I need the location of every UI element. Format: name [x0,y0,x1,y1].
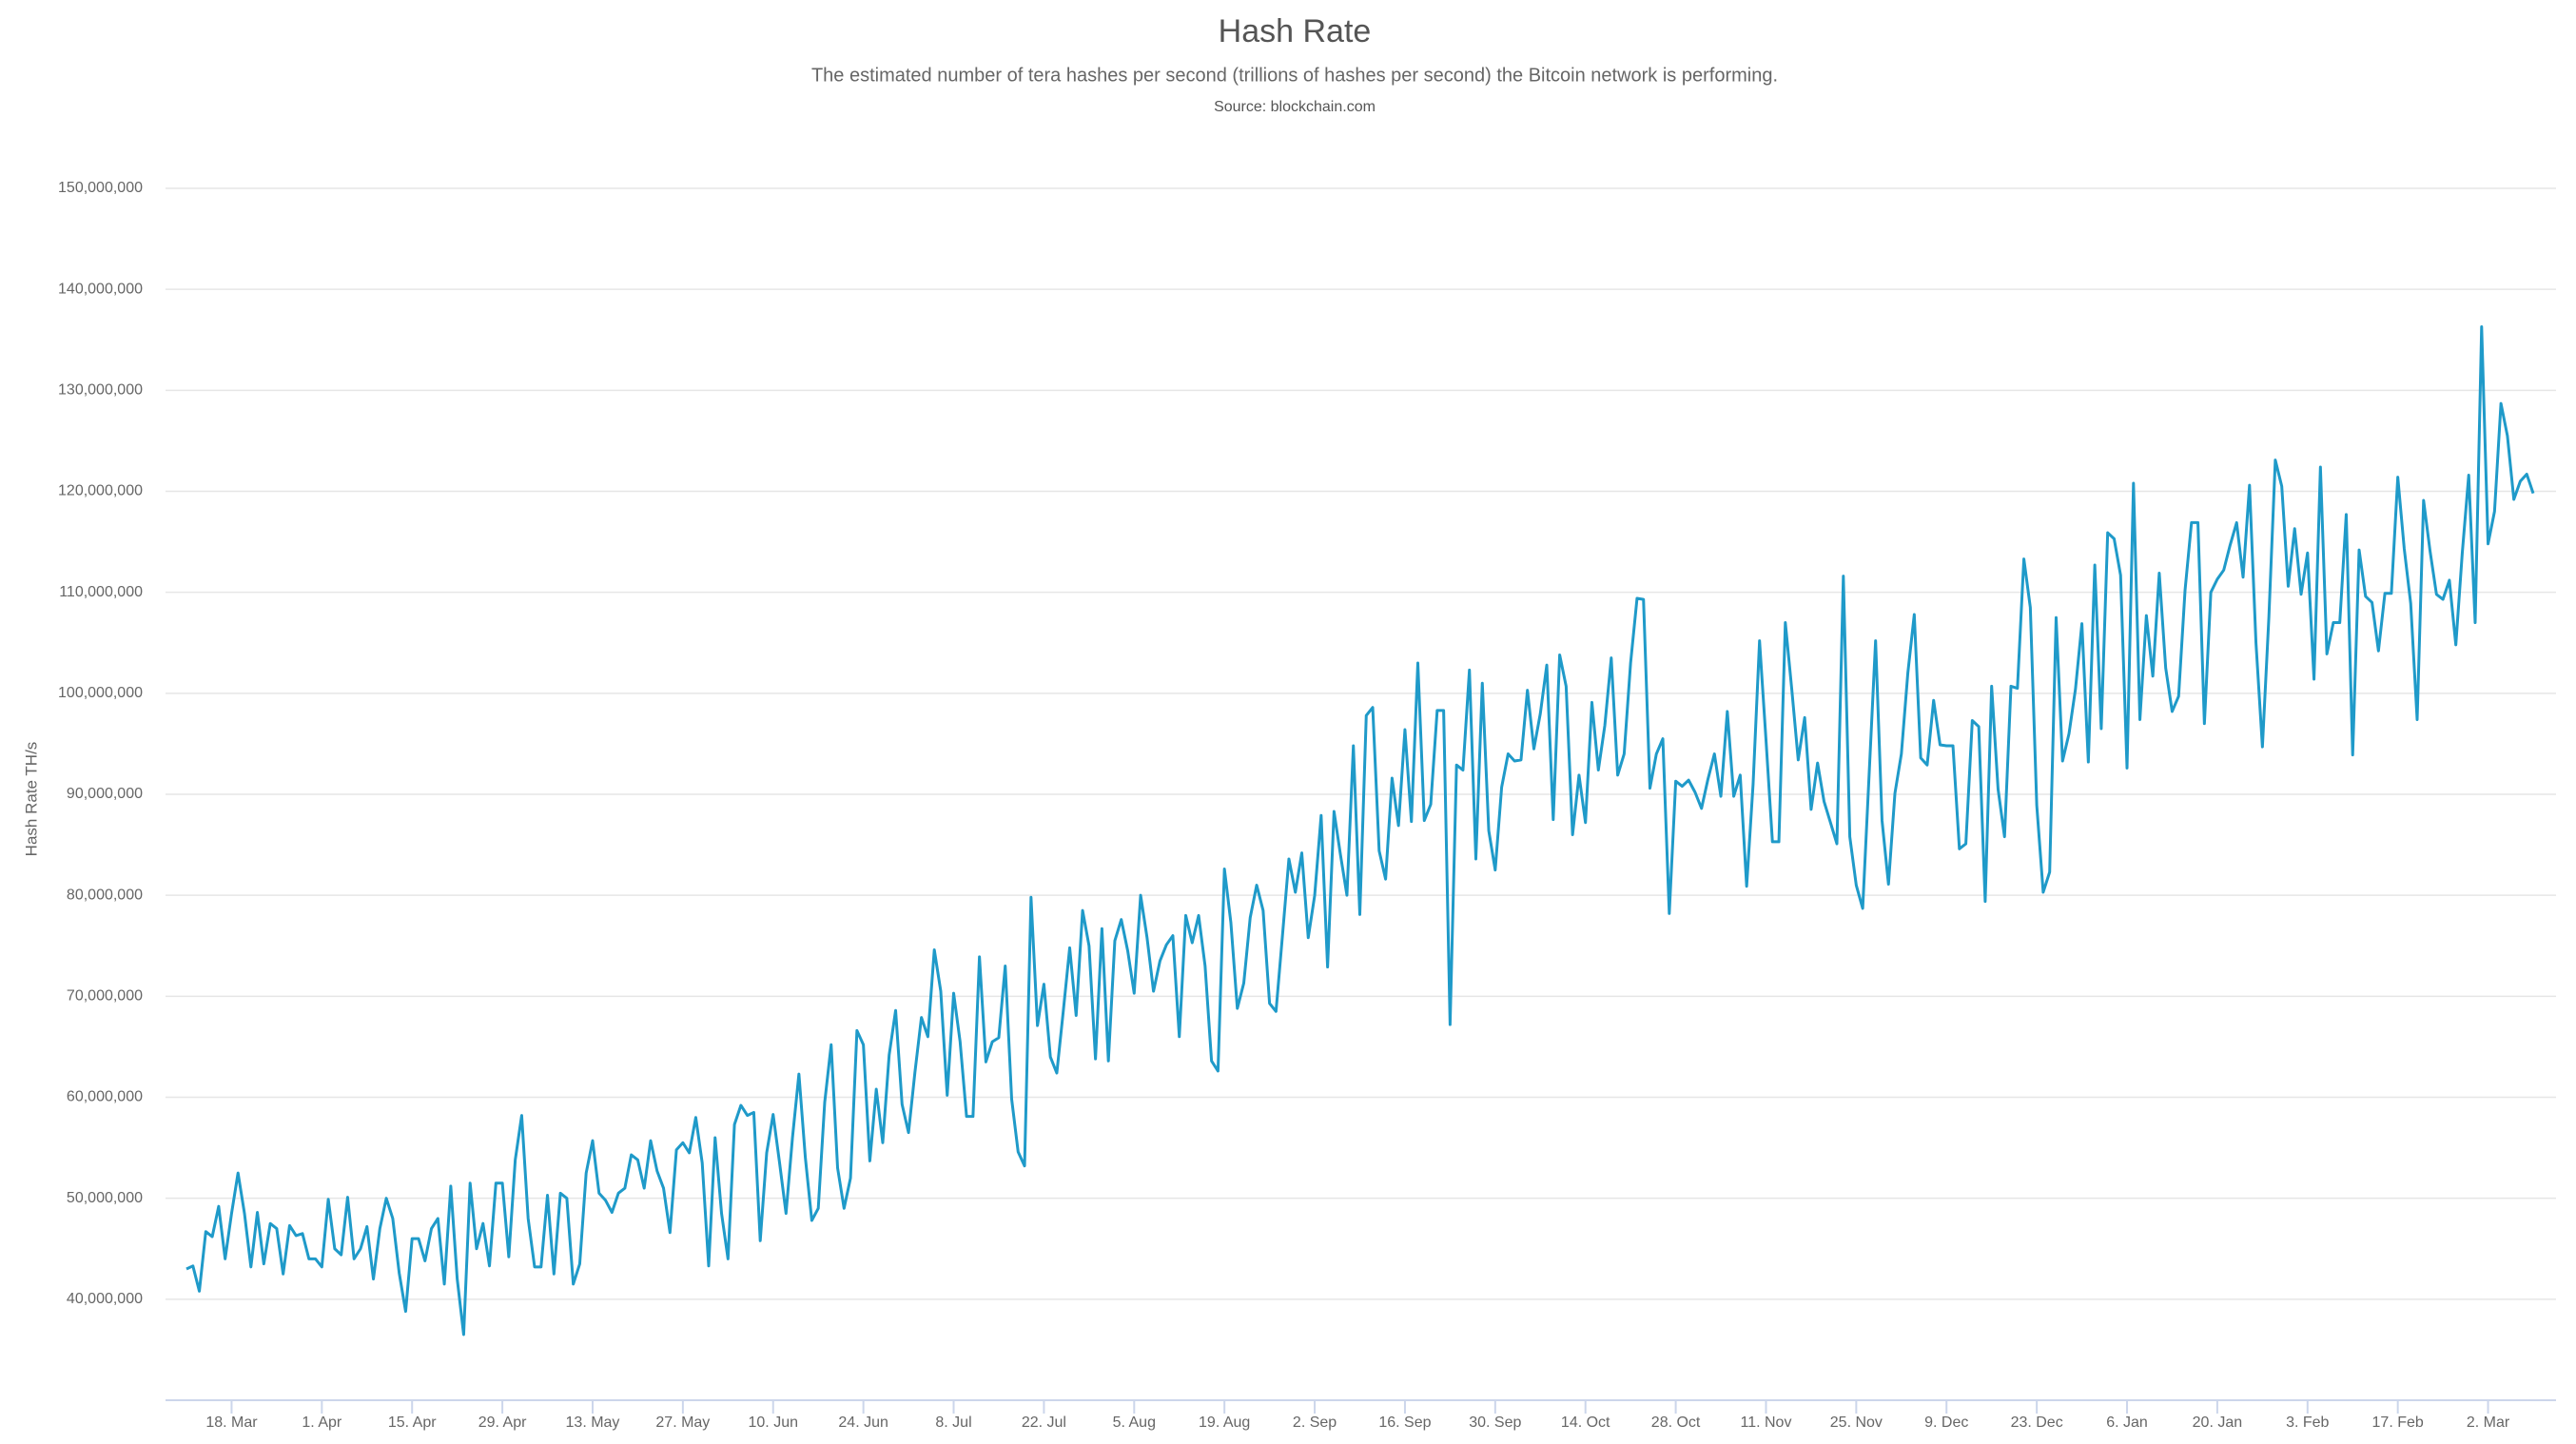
x-tick-label: 14. Oct [1561,1415,1610,1431]
x-tick-label: 2. Mar [2467,1415,2510,1431]
y-tick-label: 50,000,000 [67,1190,143,1206]
data-line [185,324,2535,1337]
chart-source: Source: blockchain.com [1214,99,1376,115]
y-tick-label: 60,000,000 [67,1089,143,1105]
x-tick-label: 6. Jan [2106,1415,2148,1431]
x-tick-label: 10. Jun [749,1415,798,1431]
x-tick-label: 19. Aug [1199,1415,1250,1431]
y-tick-label: 80,000,000 [67,887,143,903]
y-tick-label: 150,000,000 [58,180,143,196]
x-tick-label: 1. Apr [302,1415,342,1431]
y-tick-label: 130,000,000 [58,382,143,399]
x-tick-label: 27. May [655,1415,710,1431]
x-tick-label: 29. Apr [478,1415,527,1431]
x-tick-label: 11. Nov [1741,1415,1792,1431]
y-tick-label: 40,000,000 [67,1291,143,1307]
x-tick-label: 20. Jan [2193,1415,2242,1431]
x-tick-label: 23. Dec [2011,1415,2063,1431]
x-tick-label: 5. Aug [1113,1415,1156,1431]
x-tick-label: 3. Feb [2286,1415,2329,1431]
x-tick-label: 13. May [566,1415,620,1431]
y-axis-title: Hash Rate TH/s [22,742,40,857]
x-tick-label: 16. Sep [1378,1415,1431,1431]
y-tick-label: 100,000,000 [58,685,143,701]
x-tick-label: 18. Mar [205,1415,258,1431]
y-tick-label: 70,000,000 [67,988,143,1005]
x-tick-label: 22. Jul [1022,1415,1066,1431]
y-tick-label: 120,000,000 [58,483,143,499]
y-tick-label: 140,000,000 [58,281,143,297]
y-tick-label: 110,000,000 [59,584,143,600]
x-tick-label: 24. Jun [838,1415,888,1431]
x-tick-label: 17. Feb [2372,1415,2424,1431]
chart-title: Hash Rate [1219,13,1372,49]
x-tick-label: 30. Sep [1469,1415,1521,1431]
x-tick-label: 2. Sep [1293,1415,1337,1431]
chart-subtitle: The estimated number of tera hashes per … [811,65,1778,86]
x-tick-label: 15. Apr [388,1415,437,1431]
x-tick-label: 28. Oct [1651,1415,1701,1431]
x-tick-label: 9. Dec [1924,1415,1968,1431]
x-tick-label: 8. Jul [935,1415,971,1431]
y-tick-label: 90,000,000 [67,786,143,802]
x-tick-label: 25. Nov [1830,1415,1883,1431]
